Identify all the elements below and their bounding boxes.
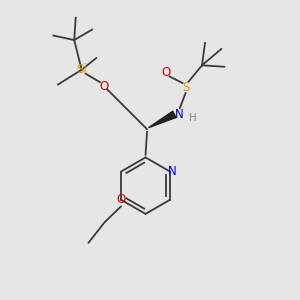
Text: N: N xyxy=(168,165,177,178)
Text: N: N xyxy=(175,108,184,121)
Text: O: O xyxy=(116,193,126,206)
Text: S: S xyxy=(182,81,189,94)
Polygon shape xyxy=(148,111,176,128)
Text: Si: Si xyxy=(76,63,87,76)
Text: O: O xyxy=(162,66,171,79)
Text: O: O xyxy=(99,80,109,93)
Text: H: H xyxy=(189,113,197,123)
